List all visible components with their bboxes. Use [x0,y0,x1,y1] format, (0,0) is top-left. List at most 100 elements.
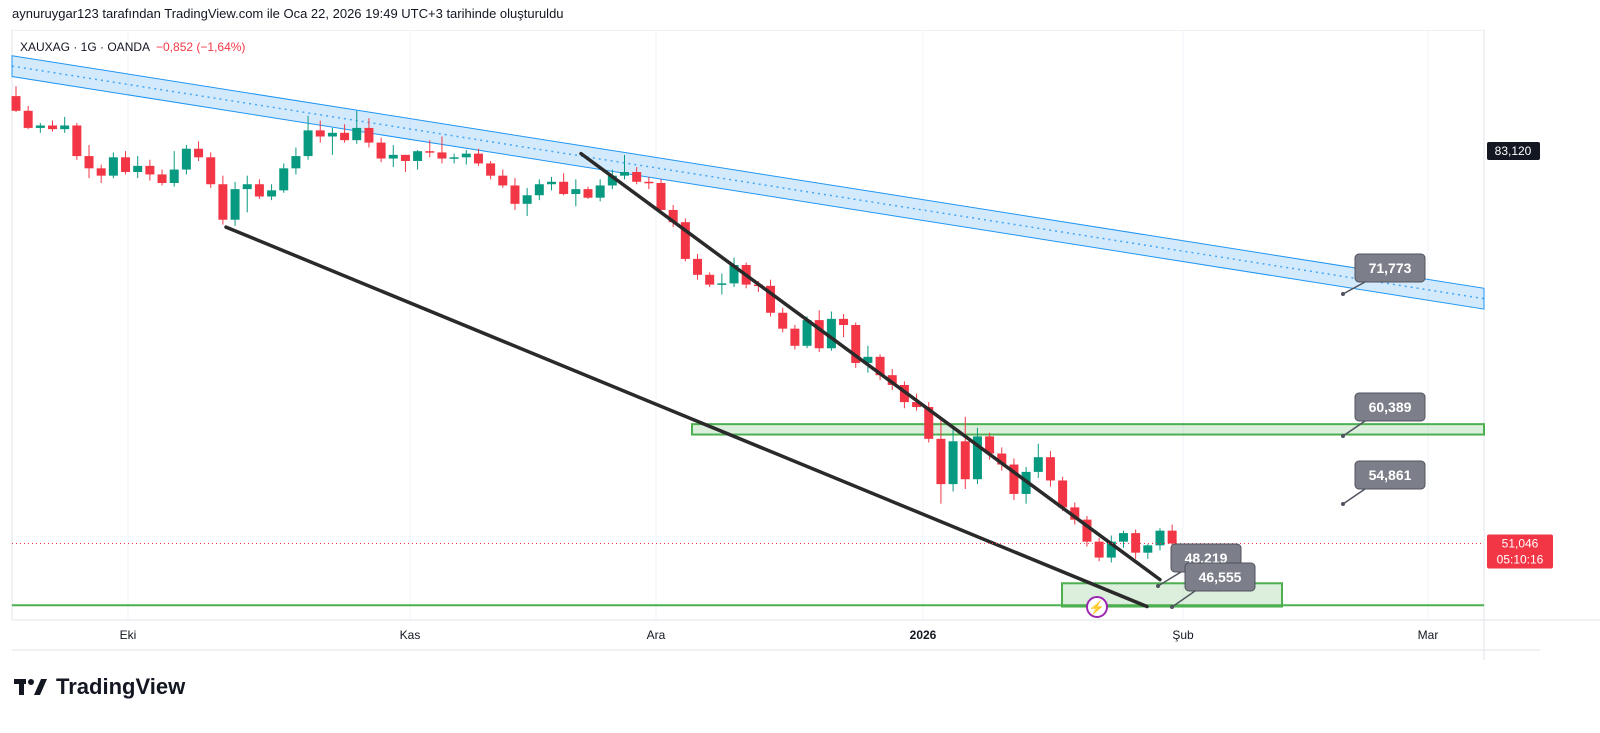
candle-body[interactable] [327,132,337,137]
wedge-lower-trendline[interactable] [224,225,1149,609]
candle-body[interactable] [498,175,508,186]
candle-body[interactable] [851,325,861,363]
candle-body[interactable] [680,222,690,259]
candle-body[interactable] [388,154,398,159]
candle-body[interactable] [437,152,447,159]
candle-body[interactable] [972,436,982,480]
candle-body[interactable] [108,157,118,176]
chart-area[interactable]: 92,00088,00084,00080,00076,00072,00068,0… [0,29,1600,660]
candle-body[interactable] [1082,519,1092,542]
candle-body[interactable] [133,165,143,172]
candle-body[interactable] [449,157,459,159]
candle-body[interactable] [790,328,800,346]
candle-body[interactable] [766,285,776,313]
candle-body[interactable] [218,184,228,220]
candle-body[interactable] [729,265,739,284]
candle-body[interactable] [960,441,970,480]
candle-body[interactable] [510,185,520,204]
candle-body[interactable] [1118,533,1128,542]
candle-body[interactable] [96,168,106,176]
candle-body[interactable] [425,151,435,153]
candle-body[interactable] [717,283,727,285]
candle-body[interactable] [254,184,264,197]
candle-body[interactable] [802,320,812,346]
candle-body[interactable] [157,174,167,184]
candle-body[interactable] [1009,464,1019,494]
candle-body[interactable] [826,318,836,349]
candle-body[interactable] [912,402,922,408]
candle-body[interactable] [607,175,617,186]
candle-body[interactable] [1143,545,1153,553]
candle-body[interactable] [315,130,325,137]
candle-body[interactable] [668,209,678,223]
candle-body[interactable] [583,189,593,198]
candle-body[interactable] [656,183,666,210]
candle-body[interactable] [924,407,934,439]
tradingview-brand[interactable]: TradingView [14,674,185,700]
price-chart[interactable]: 92,00088,00084,00080,00076,00072,00068,0… [0,29,1600,660]
candle-body[interactable] [644,181,654,184]
candle-body[interactable] [620,171,629,176]
candle-body[interactable] [571,189,581,195]
candle-body[interactable] [936,438,946,485]
candle-body[interactable] [206,157,216,185]
candle-body[interactable] [242,184,252,190]
candle-body[interactable] [1106,541,1116,558]
candle-body[interactable] [340,132,350,141]
candle-body[interactable] [1167,530,1177,544]
candle-body[interactable] [376,142,386,159]
candle-body[interactable] [948,441,958,485]
candle-body[interactable] [230,189,240,220]
candle-body[interactable] [705,274,715,285]
candle-body[interactable] [546,181,556,185]
candle-body[interactable] [632,171,642,182]
candle-body[interactable] [169,169,179,184]
candle-body[interactable] [1094,541,1104,558]
candle-body[interactable] [863,356,873,363]
candle-body[interactable] [985,436,995,454]
candle-body[interactable] [1058,480,1068,508]
candle-body[interactable] [461,153,471,158]
candle-body[interactable] [522,195,532,204]
candle-body[interactable] [84,156,94,169]
candle-body[interactable] [145,165,155,175]
candle-body[interactable] [1070,507,1080,520]
candle-body[interactable] [267,190,277,197]
candle-body[interactable] [194,148,204,158]
candle-body[interactable] [534,184,544,196]
candle-body[interactable] [997,453,1007,465]
callout-resistance-box[interactable] [1354,392,1426,422]
callout-channel-box[interactable] [1354,253,1426,283]
candle-body[interactable] [72,125,82,157]
candle-body[interactable] [181,148,191,170]
callout-support-box[interactable] [1184,562,1256,592]
candle-body[interactable] [1155,530,1165,546]
candle-body[interactable] [486,163,496,176]
candle-body[interactable] [352,127,362,141]
candle-body[interactable] [875,356,885,376]
candle-body[interactable] [291,156,301,169]
callout-target-box[interactable] [1354,460,1426,490]
candle-body[interactable] [887,375,897,385]
candle-body[interactable] [1033,457,1043,472]
candle-body[interactable] [364,127,374,143]
candle-body[interactable] [839,318,849,325]
candle-body[interactable] [413,151,423,161]
candle-body[interactable] [279,168,289,191]
candle-body[interactable] [11,96,21,111]
candle-body[interactable] [121,157,131,172]
candle-body[interactable] [814,320,824,349]
candle-body[interactable] [400,154,410,161]
candle-body[interactable] [1131,533,1141,553]
candle-body[interactable] [559,181,569,195]
wedge-upper-trendline[interactable] [579,151,1162,582]
candle-body[interactable] [1045,457,1055,481]
candle-body[interactable] [473,153,483,164]
candle-body[interactable] [35,125,45,128]
candle-body[interactable] [693,258,703,275]
candle-body[interactable] [23,110,33,128]
candle-body[interactable] [778,312,788,329]
candle-body[interactable] [60,125,70,130]
candle-body[interactable] [595,185,605,198]
candle-body[interactable] [303,130,313,157]
